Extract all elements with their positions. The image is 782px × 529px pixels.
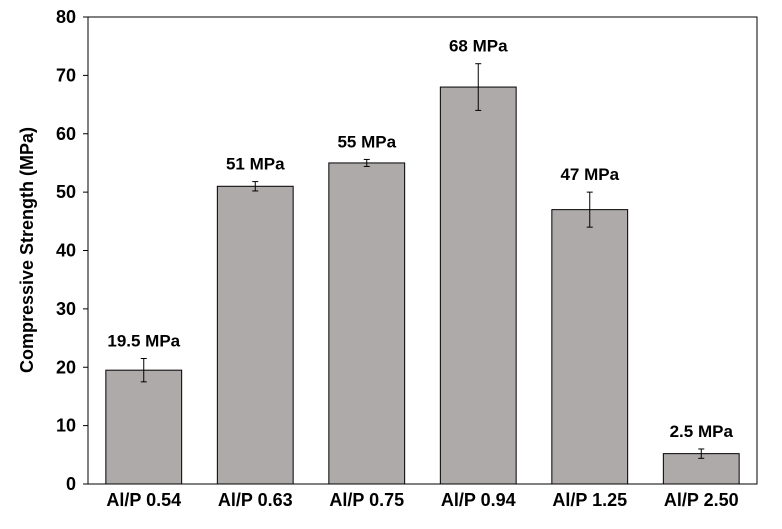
y-tick-label: 10	[56, 416, 76, 436]
x-tick-label: Al/P 0.75	[329, 490, 404, 510]
y-tick-label: 70	[56, 65, 76, 85]
bar	[328, 162, 406, 485]
x-tick-label: Al/P 0.63	[218, 490, 293, 510]
y-tick-label: 0	[66, 474, 76, 494]
bar	[551, 209, 629, 485]
y-axis-ticks: 0 10 20 30 40 50 60 70 80	[56, 7, 88, 494]
y-tick-label: 50	[56, 182, 76, 202]
x-axis-labels: Al/P 0.54 Al/P 0.63 Al/P 0.75 Al/P 0.94 Al/P…	[106, 490, 738, 510]
plot-area	[87, 16, 758, 485]
data-label: 2.5 MPa	[670, 422, 734, 441]
x-tick-label: Al/P 0.94	[441, 490, 516, 510]
bar	[105, 369, 183, 485]
y-axis-title: Compressive Strength (MPa)	[17, 127, 37, 373]
x-tick-label: Al/P 1.25	[552, 490, 627, 510]
bars-layer	[105, 86, 740, 485]
bar	[216, 185, 294, 485]
data-label: 55 MPa	[337, 132, 396, 151]
y-tick-label: 60	[56, 124, 76, 144]
data-labels-layer: 19.5 MPa 51 MPa 55 MPa 68 MPa 47 MPa 2.5 MPa	[107, 37, 733, 441]
x-tick-label: Al/P 2.50	[664, 490, 739, 510]
y-tick-label: 30	[56, 299, 76, 319]
data-label: 68 MPa	[449, 37, 508, 56]
data-label: 19.5 MPa	[107, 331, 180, 350]
y-tick-label: 80	[56, 7, 76, 27]
x-tick-label: Al/P 0.54	[106, 490, 181, 510]
data-label: 47 MPa	[560, 165, 619, 184]
data-label: 51 MPa	[226, 155, 285, 174]
y-tick-label: 20	[56, 357, 76, 377]
error-bars-layer	[140, 63, 705, 459]
y-tick-label: 40	[56, 241, 76, 261]
bar	[439, 86, 517, 485]
